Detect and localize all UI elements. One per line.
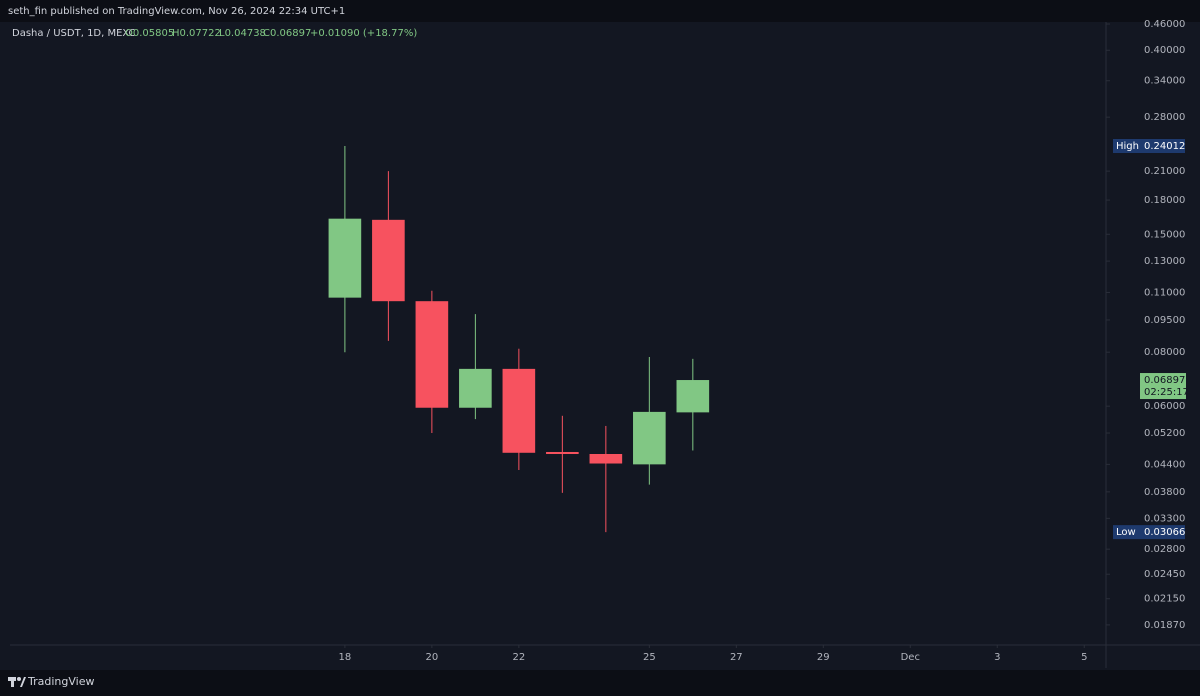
candle-body [546,451,579,454]
x-tick-label: 18 [339,652,352,663]
ohlc-open: O0.05805 [125,28,174,39]
x-tick-label: 20 [426,652,439,663]
y-tick-label: 0.34000 [1144,76,1185,87]
y-tick-label: 0.05200 [1144,428,1185,439]
x-tick-label: 27 [730,652,743,663]
candle-body [328,218,362,298]
y-tick-label: 0.40000 [1144,45,1185,56]
last-price-bg [1140,373,1186,400]
y-tick-label: 0.15000 [1144,229,1185,240]
candle-body [589,453,623,464]
y-tick-label: 0.06000 [1144,401,1185,412]
y-tick-label: 0.21000 [1144,166,1185,177]
x-tick-label: 5 [1081,652,1087,663]
y-tick-label: 0.08000 [1144,347,1185,358]
symbol: Dasha / USDT, 1D, MEXC [12,28,136,39]
x-tick-label: 29 [817,652,830,663]
y-tick-label: 0.11000 [1144,287,1185,298]
y-tick-label: 0.01870 [1144,620,1185,631]
y-tick-label: 0.04400 [1144,459,1185,470]
price-tag-name: High [1116,141,1139,152]
y-tick-label: 0.03300 [1144,513,1185,524]
y-tick-label: 0.02450 [1144,569,1185,580]
countdown: 02:25:17 [1144,387,1189,398]
x-tick-label: 25 [643,652,656,663]
y-tick-label: 0.46000 [1144,19,1185,30]
ohlc-low: L0.04738 [219,28,266,39]
candle-body [459,368,492,408]
y-tick-label: 0.13000 [1144,256,1185,267]
brand-logo [8,677,26,687]
candle-body [633,411,666,465]
candle-body [502,368,536,453]
y-tick-label: 0.02150 [1144,594,1185,605]
candle-body [676,380,710,413]
y-tick-label: 0.02800 [1144,544,1185,555]
published-note: seth_fin published on TradingView.com, N… [8,6,345,17]
y-tick-label: 0.03800 [1144,487,1185,498]
x-tick-label: Dec [901,652,920,663]
price-tag-name: Low [1116,527,1136,538]
change: +0.01090 (+18.77%) [310,28,417,39]
price-tag-bg [1113,525,1185,540]
ohlc-close: C0.06897 [263,28,311,39]
y-tick-label: 0.09500 [1144,315,1185,326]
bottom-bar [0,670,1200,696]
price-tag-value: 0.03066 [1144,527,1185,538]
top-bar [0,0,1200,22]
y-tick-label: 0.18000 [1144,195,1185,206]
ohlc-high: H0.07722 [172,28,221,39]
brand: TradingView [27,675,94,688]
x-tick-label: 22 [512,652,525,663]
price-tag-bg [1113,138,1185,153]
y-tick-label: 0.28000 [1144,112,1185,123]
price-tag-value: 0.24012 [1144,141,1185,152]
candle-body [415,301,449,408]
candle-body [372,219,405,302]
x-tick-label: 3 [994,652,1000,663]
last-price: 0.06897 [1144,375,1185,386]
